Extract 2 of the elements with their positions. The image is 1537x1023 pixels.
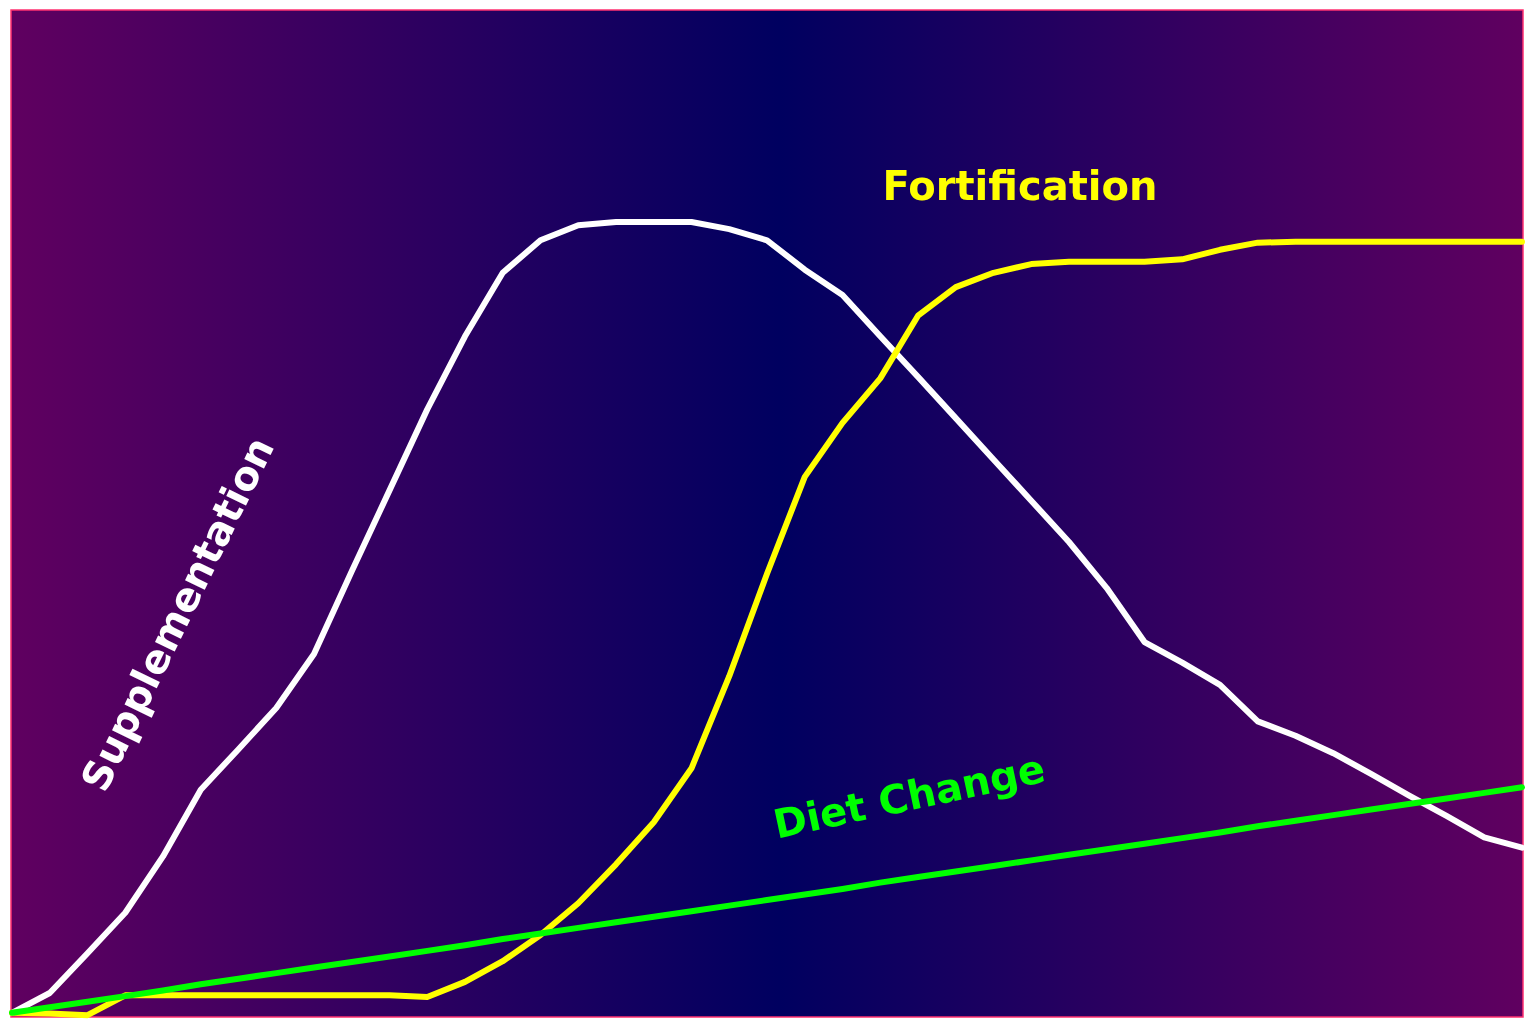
series-label: Fortification (882, 163, 1158, 209)
text: Diet Change (769, 745, 1049, 848)
